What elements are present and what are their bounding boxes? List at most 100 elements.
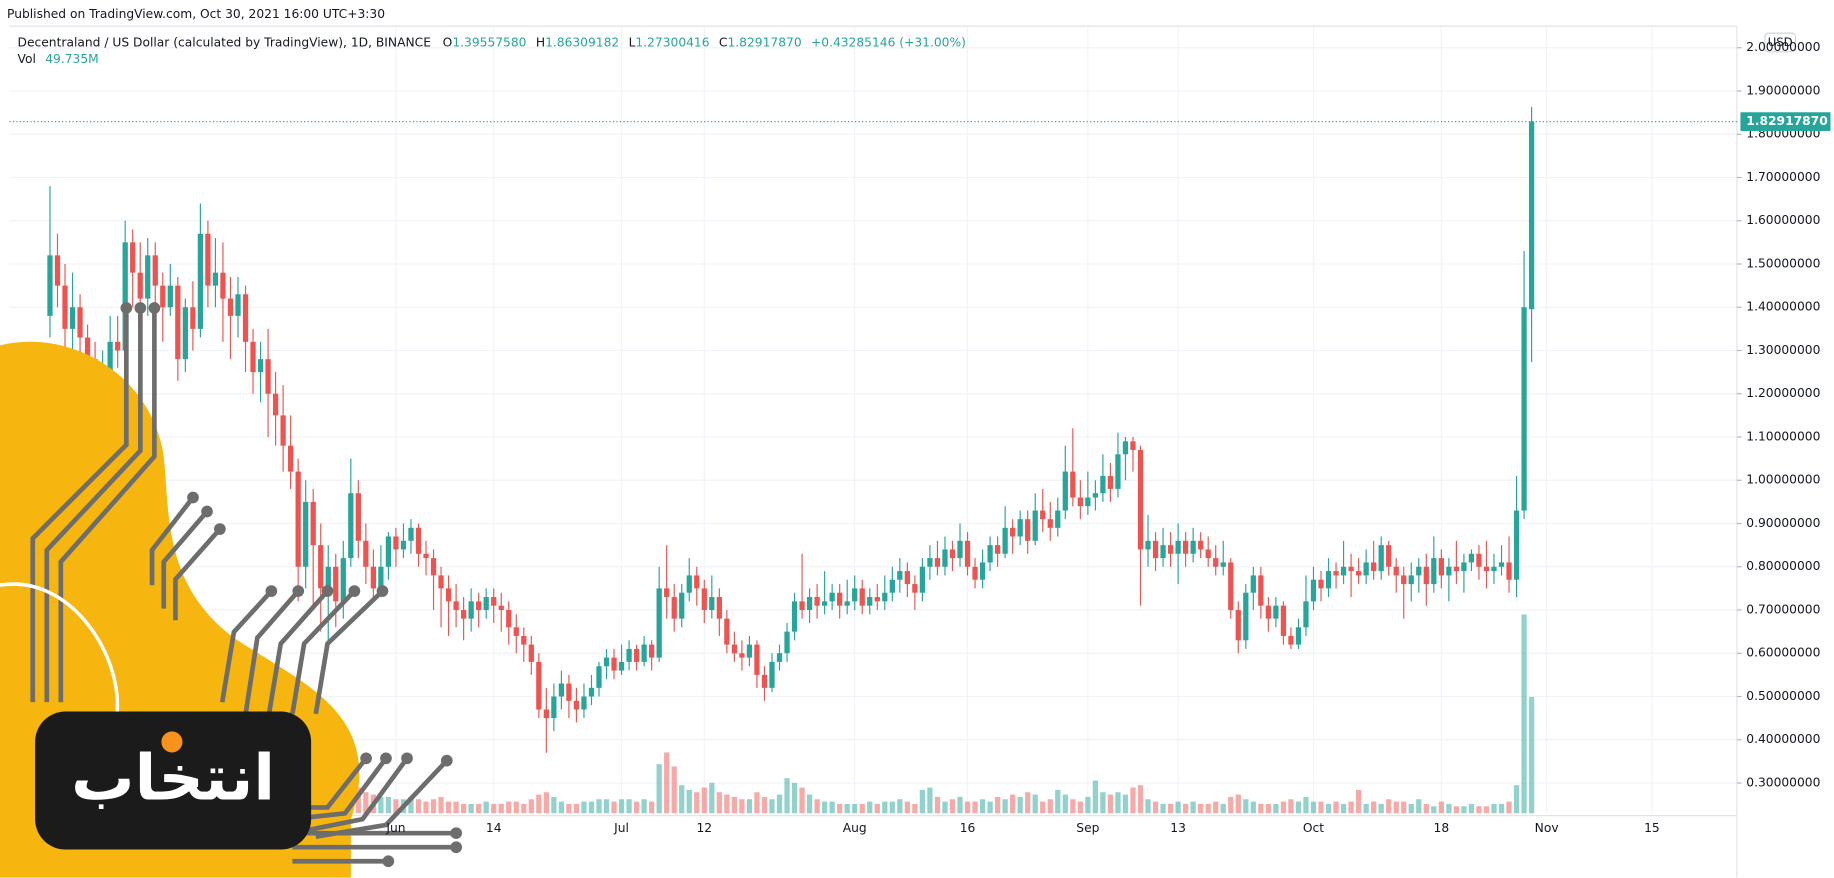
candle-body bbox=[536, 661, 542, 710]
volume-bar bbox=[423, 801, 429, 814]
volume-bar bbox=[897, 799, 903, 814]
volume-bar bbox=[994, 796, 1001, 814]
candle-body bbox=[739, 653, 745, 658]
volume-bar bbox=[814, 799, 820, 814]
candle-body bbox=[1100, 475, 1106, 494]
candle-body bbox=[1122, 441, 1129, 455]
volume-bar bbox=[445, 801, 452, 814]
candle-body bbox=[1438, 558, 1444, 576]
volume-bar bbox=[964, 801, 971, 814]
y-tick-label: 1.60000000 bbox=[1746, 213, 1820, 227]
ohlc-key: H bbox=[536, 35, 545, 49]
candle-body bbox=[513, 627, 519, 636]
candle-body bbox=[190, 307, 196, 329]
candle-body bbox=[686, 575, 692, 593]
last-price-label: 1.82917870 bbox=[1746, 114, 1827, 128]
candle-body bbox=[1340, 566, 1347, 576]
volume-bar bbox=[566, 803, 572, 814]
volume-bar bbox=[671, 766, 677, 814]
volume-bar bbox=[460, 803, 467, 814]
candle-body bbox=[1040, 510, 1046, 520]
candle-body bbox=[656, 588, 662, 658]
candle-body bbox=[1047, 519, 1053, 528]
volume-bar bbox=[1333, 801, 1339, 814]
ohlc-key: O bbox=[443, 35, 453, 49]
candle-body bbox=[1401, 575, 1407, 585]
candle-body bbox=[280, 415, 286, 446]
candle-body bbox=[1062, 471, 1068, 511]
candle-body bbox=[415, 527, 422, 554]
volume-bar bbox=[573, 803, 580, 814]
candle-body bbox=[1378, 545, 1384, 572]
x-tick-label: Jun bbox=[385, 821, 405, 835]
volume-bar bbox=[558, 801, 565, 814]
candle-body bbox=[227, 298, 234, 316]
volume-bar bbox=[1355, 789, 1362, 814]
volume-bar bbox=[761, 796, 768, 814]
candle-body bbox=[731, 644, 738, 654]
candle-body bbox=[47, 255, 53, 316]
symbol-title: Decentraland / US Dollar (calculated by … bbox=[18, 35, 431, 49]
candle-body bbox=[1145, 540, 1151, 550]
x-tick-label: 16 bbox=[960, 821, 976, 835]
volume-bar bbox=[1363, 803, 1369, 814]
candle-body bbox=[649, 644, 655, 658]
candle-body bbox=[897, 571, 903, 580]
logo-coin bbox=[161, 731, 183, 753]
volume-value: 49.735M bbox=[45, 51, 99, 65]
volume-bar bbox=[701, 787, 707, 814]
candle-body bbox=[1265, 605, 1271, 619]
candle-body bbox=[1070, 471, 1076, 498]
volume-bar bbox=[1145, 799, 1151, 814]
candle-body bbox=[776, 653, 783, 662]
volume-bar bbox=[1032, 794, 1038, 814]
volume-bar bbox=[1453, 806, 1460, 814]
candle-body bbox=[145, 255, 151, 299]
y-tick-label: 0.80000000 bbox=[1746, 559, 1820, 573]
volume-bar bbox=[1010, 794, 1016, 814]
candle-body bbox=[1431, 558, 1437, 585]
candle-body bbox=[77, 307, 83, 338]
candle-body bbox=[1348, 566, 1354, 572]
candle-body bbox=[54, 255, 61, 286]
volume-bar bbox=[1348, 801, 1354, 814]
volume-bar bbox=[1318, 801, 1324, 814]
volume-bar bbox=[1243, 799, 1249, 814]
candle-body bbox=[137, 272, 143, 299]
volume-bar bbox=[1115, 792, 1121, 814]
volume-bar bbox=[656, 764, 662, 814]
candle-body bbox=[1371, 562, 1377, 572]
candle-body bbox=[453, 601, 459, 611]
volume-bar bbox=[679, 785, 685, 814]
y-tick-label: 0.90000000 bbox=[1746, 516, 1820, 530]
candle-body bbox=[378, 566, 384, 589]
candle-body bbox=[363, 540, 369, 567]
volume-bar bbox=[844, 803, 850, 814]
volume-bar bbox=[603, 799, 610, 814]
x-tick-label: Nov bbox=[1535, 821, 1559, 835]
volume-bar bbox=[731, 796, 738, 814]
candle-body bbox=[1416, 566, 1422, 576]
logo-badge bbox=[35, 711, 312, 850]
currency-badge[interactable] bbox=[1764, 32, 1796, 53]
volume-bar bbox=[1528, 696, 1535, 814]
ohlc-key: C bbox=[719, 35, 728, 49]
volume-bar bbox=[949, 799, 956, 814]
volume-bar bbox=[588, 801, 595, 814]
volume-bar bbox=[1092, 780, 1099, 814]
candle-body bbox=[310, 501, 316, 546]
candle-body bbox=[348, 493, 354, 559]
candle-body bbox=[1213, 558, 1219, 567]
candle-body bbox=[844, 601, 850, 606]
candle-body bbox=[400, 540, 407, 550]
candle-body bbox=[603, 657, 610, 667]
volume-bar bbox=[618, 799, 625, 814]
candle-body bbox=[1273, 605, 1279, 619]
volume-bar bbox=[1198, 803, 1204, 814]
y-tick-label: 0.60000000 bbox=[1746, 646, 1820, 660]
volume-bar bbox=[1423, 803, 1429, 814]
candle-body bbox=[1243, 592, 1249, 641]
candle-body bbox=[769, 661, 775, 688]
candle-body bbox=[175, 285, 181, 360]
